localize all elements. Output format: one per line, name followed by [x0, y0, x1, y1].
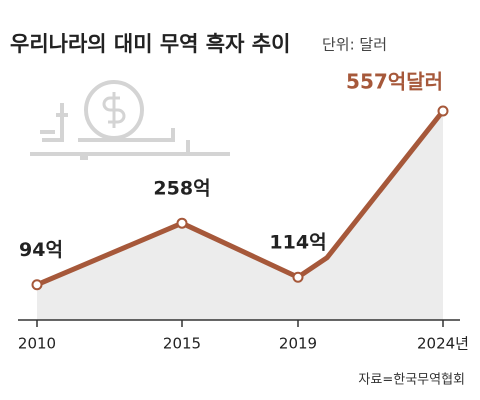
data-label: 94억 [19, 239, 63, 261]
x-tick-label: 2024년 [417, 335, 469, 353]
point [292, 271, 304, 283]
data-label: 258억 [153, 178, 210, 200]
point [31, 279, 43, 291]
point [176, 217, 188, 229]
data-label: 114억 [269, 232, 326, 254]
chart-subtitle: 단위: 달러 [322, 36, 387, 54]
decor-icon [30, 80, 230, 160]
x-tick-label: 2015 [163, 335, 201, 353]
source: 자료=한국무역협회 [358, 373, 465, 388]
x-tick-label: 2010 [18, 335, 56, 353]
point [437, 105, 449, 117]
x-tick-label: 2019 [279, 335, 317, 353]
area [37, 111, 443, 320]
data-label: 557억달러 [346, 70, 443, 94]
chart-title: 우리나라의 대미 무역 흑자 추이 [10, 32, 290, 56]
